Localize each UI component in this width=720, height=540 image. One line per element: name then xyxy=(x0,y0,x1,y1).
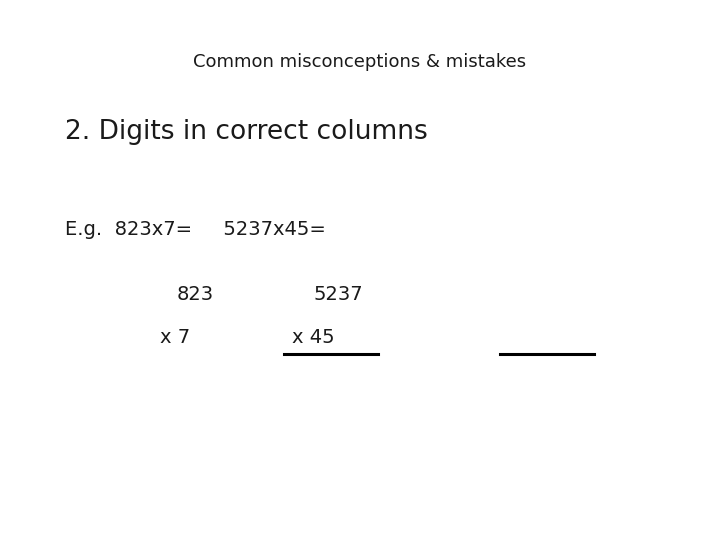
Text: E.g.  823x7=     5237x45=: E.g. 823x7= 5237x45= xyxy=(65,220,325,239)
Text: x 7: x 7 xyxy=(160,328,190,347)
Text: 5237: 5237 xyxy=(313,285,363,304)
Text: 823: 823 xyxy=(176,285,214,304)
Text: 2. Digits in correct columns: 2. Digits in correct columns xyxy=(65,119,428,145)
Text: x 45: x 45 xyxy=(292,328,334,347)
Text: Common misconceptions & mistakes: Common misconceptions & mistakes xyxy=(194,53,526,71)
